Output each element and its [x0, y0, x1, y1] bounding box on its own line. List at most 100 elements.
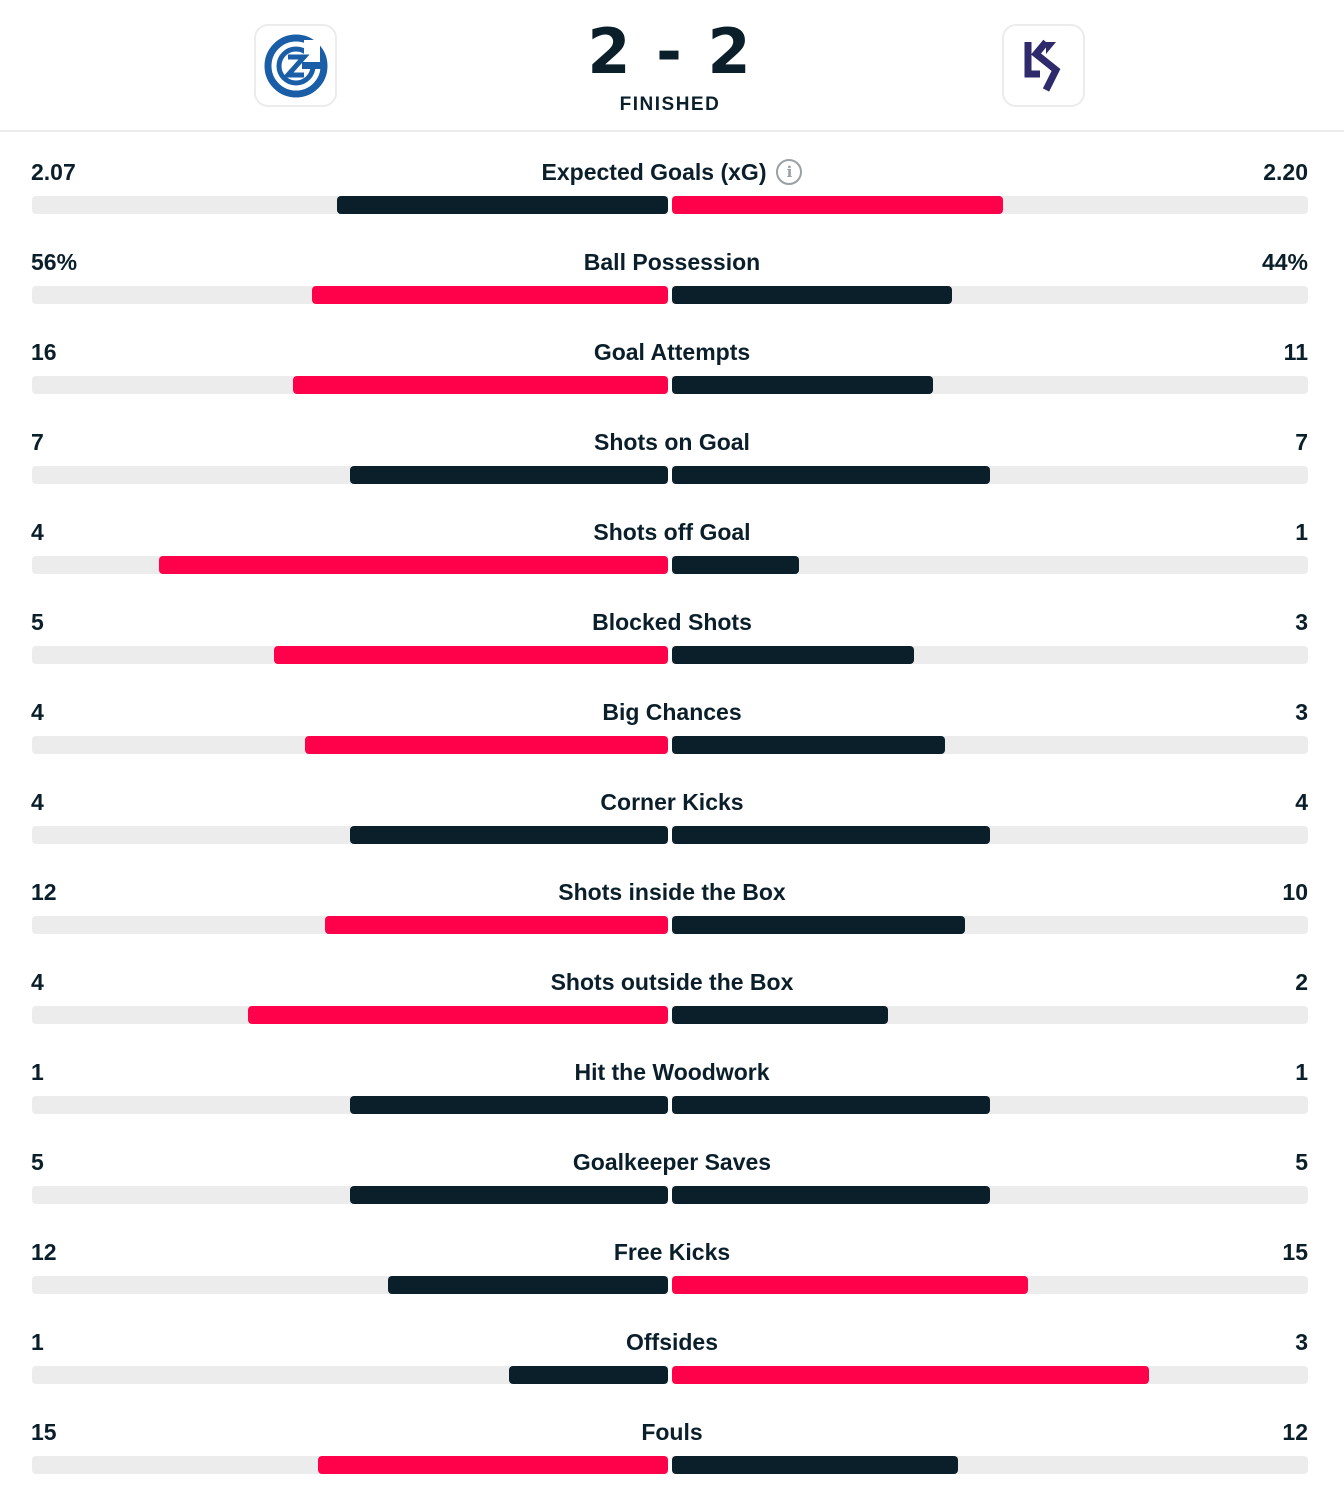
- match-status: FINISHED: [619, 94, 721, 115]
- away-stat-track: [672, 736, 1308, 754]
- away-stat-bar: [672, 1366, 1149, 1384]
- stat-label: Goalkeeper Saves: [372, 1148, 972, 1176]
- away-stat-bar: [672, 916, 965, 934]
- stat-label: Expected Goals (xG) i: [372, 158, 972, 186]
- away-stat-bar: [672, 196, 1003, 214]
- home-stat-track: [32, 1096, 668, 1114]
- stat-label-text: Hit the Woodwork: [574, 1059, 770, 1085]
- home-stat-bar: [305, 736, 668, 754]
- home-stat-bar: [350, 1186, 668, 1204]
- away-stat-value: 5: [1295, 1149, 1308, 1175]
- home-stat-track: [32, 556, 668, 574]
- away-stat-value: 44%: [1261, 249, 1308, 275]
- home-stat-value: 4: [31, 789, 44, 815]
- away-stat-bar: [672, 1006, 889, 1024]
- stat-label-text: Free Kicks: [613, 1239, 731, 1265]
- home-stat-bar: [509, 1366, 668, 1384]
- lausanne-logo-icon: [1024, 39, 1060, 92]
- away-stat-bar: [672, 1276, 1029, 1294]
- stat-row: 2.07 Expected Goals (xG) i 2.20: [0, 150, 1344, 240]
- stat-label-text: Goal Attempts: [593, 339, 751, 365]
- home-stat-value: 15: [31, 1419, 57, 1445]
- away-stat-track: [672, 646, 1308, 664]
- away-stat-bar: [672, 556, 800, 574]
- away-stat-bar: [672, 826, 990, 844]
- home-stat-value: 16: [31, 339, 57, 365]
- stat-label-text: Blocked Shots: [592, 609, 752, 635]
- home-stat-track: [32, 376, 668, 394]
- home-team-logo[interactable]: [254, 24, 337, 107]
- statistics-list: 2.07 Expected Goals (xG) i 2.20 56% Ball Poss…: [0, 150, 1344, 1495]
- stat-label-text: Offsides: [625, 1329, 719, 1355]
- away-team-logo[interactable]: [1002, 24, 1085, 107]
- away-stat-bar: [672, 1186, 990, 1204]
- stat-label: Shots outside the Box: [372, 968, 972, 996]
- stat-label-text: Corner Kicks: [600, 789, 744, 815]
- stat-row: 7 Shots on Goal 7: [0, 420, 1344, 510]
- stat-row: 5 Blocked Shots 3: [0, 600, 1344, 690]
- away-stat-track: [672, 1276, 1308, 1294]
- home-stat-track: [32, 1456, 668, 1474]
- stat-label-text: Expected Goals (xG): [541, 159, 767, 185]
- home-stat-value: 12: [31, 879, 57, 905]
- away-stat-value: 1: [1295, 1059, 1308, 1085]
- away-stat-value: 1: [1295, 519, 1308, 545]
- stat-label: Shots off Goal: [372, 518, 972, 546]
- match-score: 2 - 2: [587, 15, 753, 88]
- home-stat-bar: [248, 1006, 668, 1024]
- away-stat-bar: [672, 286, 952, 304]
- home-stat-bar: [337, 196, 668, 214]
- home-stat-track: [32, 286, 668, 304]
- home-stat-bar: [350, 1096, 668, 1114]
- home-stat-bar: [350, 466, 668, 484]
- away-stat-track: [672, 286, 1308, 304]
- away-stat-value: 2: [1295, 969, 1308, 995]
- home-stat-track: [32, 646, 668, 664]
- stat-label-text: Big Chances: [602, 699, 742, 725]
- away-stat-track: [672, 376, 1308, 394]
- stat-label-text: Shots outside the Box: [550, 969, 794, 995]
- stat-label: Shots inside the Box: [372, 878, 972, 906]
- away-stat-track: [672, 916, 1308, 934]
- home-stat-value: 7: [31, 429, 44, 455]
- stat-row: 4 Shots off Goal 1: [0, 510, 1344, 600]
- away-stat-track: [672, 1096, 1308, 1114]
- away-stat-track: [672, 1456, 1308, 1474]
- away-stat-value: 15: [1282, 1239, 1308, 1265]
- home-stat-value: 5: [31, 1149, 44, 1175]
- away-stat-value: 2.20: [1263, 159, 1308, 185]
- stat-label-text: Goalkeeper Saves: [572, 1149, 772, 1175]
- home-stat-value: 12: [31, 1239, 57, 1265]
- away-stat-bar: [672, 466, 990, 484]
- away-stat-track: [672, 466, 1308, 484]
- stat-label: Big Chances: [372, 698, 972, 726]
- stat-row: 4 Big Chances 3: [0, 690, 1344, 780]
- stat-row: 4 Shots outside the Box 2: [0, 960, 1344, 1050]
- stat-row: 56% Ball Possession 44%: [0, 240, 1344, 330]
- stat-label: Ball Possession: [372, 248, 972, 276]
- home-stat-track: [32, 1186, 668, 1204]
- info-icon[interactable]: i: [776, 159, 803, 185]
- away-stat-value: 11: [1283, 339, 1308, 365]
- stat-label: Corner Kicks: [372, 788, 972, 816]
- home-stat-value: 4: [31, 699, 44, 725]
- away-stat-bar: [672, 736, 946, 754]
- stat-label: Free Kicks: [372, 1238, 972, 1266]
- home-stat-value: 1: [31, 1059, 44, 1085]
- home-stat-track: [32, 826, 668, 844]
- away-stat-value: 7: [1295, 429, 1308, 455]
- grasshopper-logo-icon: [264, 34, 327, 97]
- away-stat-bar: [672, 1096, 990, 1114]
- home-stat-bar: [318, 1456, 668, 1474]
- stat-row: 1 Hit the Woodwork 1: [0, 1050, 1344, 1140]
- stat-label-text: Fouls: [641, 1419, 703, 1445]
- away-stat-value: 12: [1282, 1419, 1308, 1445]
- home-stat-value: 4: [31, 969, 44, 995]
- stat-label-text: Shots on Goal: [594, 429, 750, 455]
- away-stat-value: 10: [1282, 879, 1308, 905]
- match-header: 2 - 2 FINISHED: [0, 0, 1344, 132]
- stat-label: Shots on Goal: [372, 428, 972, 456]
- home-stat-bar: [311, 286, 668, 304]
- home-stat-value: 56%: [31, 249, 78, 275]
- stat-label-text: Shots inside the Box: [558, 879, 786, 905]
